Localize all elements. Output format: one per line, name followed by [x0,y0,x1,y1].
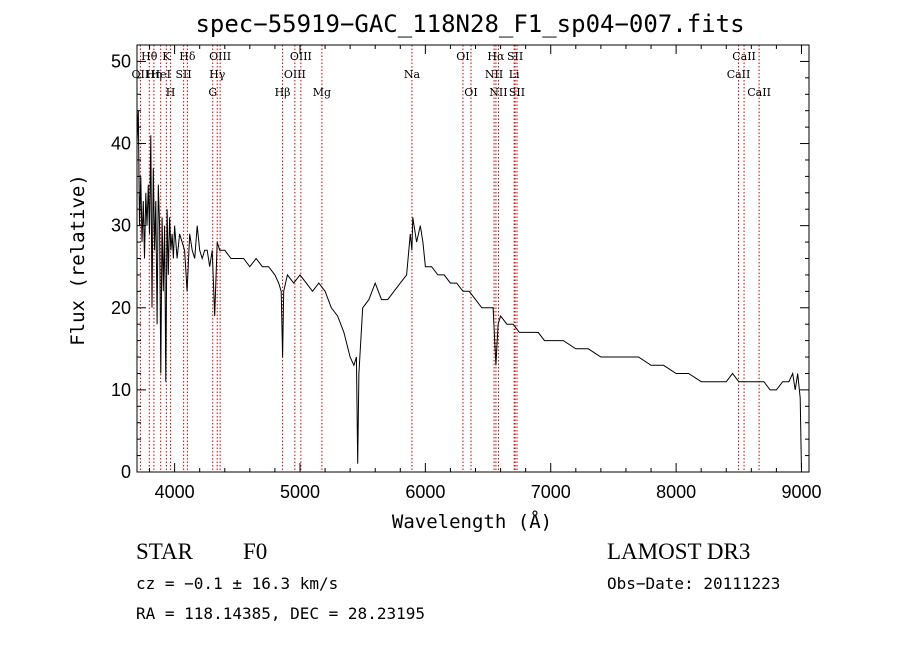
spectral-line-label: Mg [313,86,331,99]
x-axis-ticks: 4000 5000 6000 7000 8000 9000 [149,45,822,502]
x-tick-label: 4000 [155,482,195,502]
spectral-line-label: Hθ [141,50,158,63]
x-tick-label: 7000 [531,482,571,502]
spectral-line-label: OI [464,86,477,99]
spectral-line-label: K [162,50,171,63]
survey-name: LAMOST DR3 [607,539,751,564]
spectral-line-label: NII [489,86,507,99]
plot-frame [136,44,810,473]
spectral-line-label: Li [509,68,520,81]
redshift-cz: cz = −0.1 ± 16.3 km/s [136,574,339,593]
spectral-line-label: CaII [732,50,756,63]
subclass: F0 [243,539,268,564]
spectral-line-label: OIII [209,50,231,63]
y-tick-label: 10 [111,380,131,400]
spectrum-line [136,110,802,473]
x-axis-label: Wavelength (Å) [392,510,552,533]
x-tick-label: 5000 [280,482,320,502]
observation-date: Obs−Date: 20111223 [607,574,781,593]
y-tick-label: 50 [111,51,131,71]
y-tick-label: 40 [111,134,131,154]
spectral-line-label: G [208,86,217,99]
object-class: STAR [136,539,193,564]
spectral-line-label: OI [456,50,469,63]
spectral-line-label: Na [404,68,421,81]
x-tick-label: 9000 [781,482,821,502]
spectral-line-label: Hδ [179,50,196,63]
spectral-line-label: SII [509,86,525,99]
y-axis-ticks: 0 10 20 30 40 50 [111,51,809,482]
y-axis-label: Flux (relative) [67,174,89,346]
spectral-line-markers [139,45,760,472]
spectral-line-labels: OIIHθHηHeIKHSIIHδGHγOIIIHβOIIIOIIIMgNaOI… [132,50,771,99]
spectral-line-label: Hβ [275,86,291,99]
spectral-line-label: CaII [747,86,771,99]
spectral-line-label: H [166,86,176,99]
x-tick-label: 8000 [656,482,696,502]
spectral-line-label: Hη [146,68,162,81]
x-tick-label: 6000 [405,482,445,502]
y-tick-label: 0 [121,462,131,482]
spectral-line-label: SII [176,68,192,81]
chart-title: spec−55919−GAC_118N28_F1_sp04−007.fits [195,10,744,38]
spectral-line-label: CaII [727,68,751,81]
spectral-line-label: NII [485,68,503,81]
coordinates: RA = 118.14385, DEC = 28.23195 [136,604,425,623]
spectral-line-label: OIII [290,50,312,63]
spectral-line-label: Hγ [209,68,226,81]
spectral-line-label: OIII [284,68,306,81]
y-tick-label: 20 [111,298,131,318]
spectral-line-label: OII [132,68,150,81]
spectral-line-label: HeI [150,68,170,81]
spectral-line-label: Hα [487,50,505,63]
spectral-line-label: SII [507,50,523,63]
y-tick-label: 30 [111,216,131,236]
